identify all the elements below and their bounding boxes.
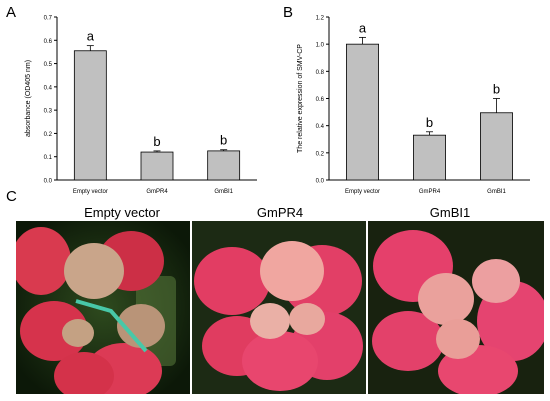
significance-letter: a bbox=[87, 29, 95, 44]
significance-letter: b bbox=[220, 133, 227, 148]
y-axis-label: The relative expression of SMV-CP bbox=[297, 44, 304, 153]
y-tick-label: 0.6 bbox=[316, 97, 325, 103]
photo-title-gmpr4: GmPR4 bbox=[256, 205, 304, 220]
y-tick-label: 0.0 bbox=[44, 179, 53, 185]
panel-label-c: C bbox=[6, 188, 17, 205]
significance-letter: a bbox=[359, 20, 367, 35]
category-label: GmBI1 bbox=[214, 189, 233, 195]
bar bbox=[346, 43, 379, 181]
chart-b: 0.0 0.2 0.4 0.6 0.8 1.0 1.2 The relative expres… bbox=[297, 16, 530, 195]
bar bbox=[140, 151, 174, 181]
y-tick-label: 0.0 bbox=[316, 179, 325, 185]
y-tick-label: 0.4 bbox=[316, 124, 325, 130]
category-label: GmBI1 bbox=[487, 189, 506, 195]
y-tick-label: 0.6 bbox=[44, 39, 53, 45]
y-tick-label: 0.8 bbox=[316, 70, 325, 76]
photo-title-empty-vector: Empty vector bbox=[84, 205, 160, 220]
y-tick-label: 0.4 bbox=[44, 85, 53, 91]
significance-letter: b bbox=[493, 82, 500, 97]
significance-letter: b bbox=[426, 115, 433, 130]
significance-letter: b bbox=[153, 134, 160, 149]
panel-label-b: B bbox=[283, 4, 294, 21]
y-axis-label: absorbance (OD405 nm) bbox=[25, 60, 32, 137]
photo-title-gmbi1: GmBI1 bbox=[429, 205, 471, 220]
panel-label-a: A bbox=[6, 4, 17, 21]
plant-photo-empty-vector bbox=[16, 221, 190, 394]
y-tick-label: 0.2 bbox=[316, 151, 325, 157]
bar bbox=[413, 134, 446, 181]
y-tick-label: 0.5 bbox=[44, 62, 53, 68]
y-tick-label: 0.3 bbox=[44, 109, 53, 115]
chart-a: 0.0 0.1 0.2 0.3 0.4 0.5 0.6 0.7 absorbance (OD40… bbox=[25, 16, 257, 195]
plant-photo-gmpr4 bbox=[192, 221, 366, 394]
y-tick-label: 1.2 bbox=[316, 16, 325, 22]
category-label: Empty vector bbox=[73, 189, 108, 195]
category-label: GmPR4 bbox=[146, 189, 168, 195]
y-tick-label: 1.0 bbox=[316, 43, 325, 49]
y-tick-label: 0.1 bbox=[44, 155, 53, 161]
y-tick-label: 0.2 bbox=[44, 132, 53, 138]
bar bbox=[480, 112, 513, 181]
bar bbox=[73, 50, 107, 181]
category-label: Empty vector bbox=[345, 189, 380, 195]
bar bbox=[207, 150, 241, 181]
y-tick-label: 0.7 bbox=[44, 16, 53, 22]
plant-photo-gmbi1 bbox=[368, 221, 544, 394]
category-label: GmPR4 bbox=[419, 189, 441, 195]
